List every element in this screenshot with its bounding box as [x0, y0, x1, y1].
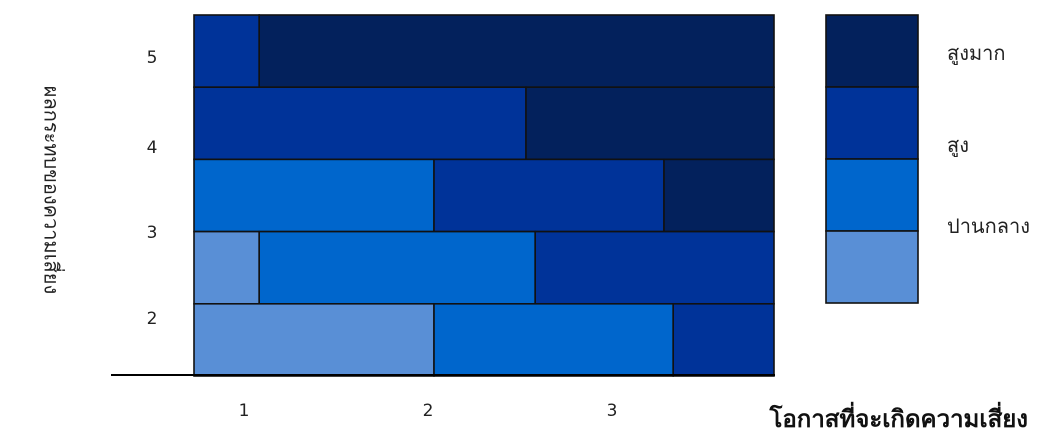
matrix-cell-r0-s1 [258, 14, 775, 88]
x-tick-1: 1 [239, 401, 250, 421]
matrix-cell-r4-s1 [433, 302, 674, 377]
matrix-cell-r4-s0 [193, 302, 435, 377]
legend-label-0: สูงมาก [947, 41, 1006, 66]
legend-swatch-0 [825, 14, 919, 88]
matrix-cell-r2-s0 [193, 158, 435, 233]
x-tick-labels: 1 2 3 [239, 401, 618, 421]
legend-swatch-3 [825, 230, 919, 304]
y-tick-3: 3 [147, 223, 158, 243]
legend-label-2: ปานกลาง [947, 214, 1030, 238]
matrix-cell-r3-s2 [534, 230, 775, 305]
legend-swatch-1 [825, 86, 919, 160]
y-tick-5: 5 [147, 48, 158, 68]
y-tick-labels: 5 4 3 2 [147, 48, 158, 329]
matrix-cell-r0-s0 [193, 14, 260, 88]
matrix-cell-r1-s1 [525, 86, 775, 161]
matrix-cell-r2-s2 [663, 158, 775, 233]
matrix-cell-r4-s2 [672, 302, 775, 377]
legend-swatch-2 [825, 158, 919, 232]
x-tick-2: 2 [423, 401, 434, 421]
matrix-cell-r1-s0 [193, 86, 527, 161]
x-axis-label: โอกาสที่จะเกิดความเสี่ยง [768, 401, 1028, 433]
matrix-cells [193, 14, 775, 377]
matrix-cell-r2-s1 [433, 158, 665, 233]
matrix-cell-r3-s1 [258, 230, 537, 305]
matrix-cell-r3-s0 [193, 230, 260, 305]
y-tick-4: 4 [147, 138, 158, 158]
y-tick-2: 2 [147, 309, 158, 329]
y-axis-label: ผลกระทบของความเสี่ยง [40, 86, 66, 294]
legend-label-1: สูง [947, 133, 969, 158]
x-tick-3: 3 [607, 401, 618, 421]
